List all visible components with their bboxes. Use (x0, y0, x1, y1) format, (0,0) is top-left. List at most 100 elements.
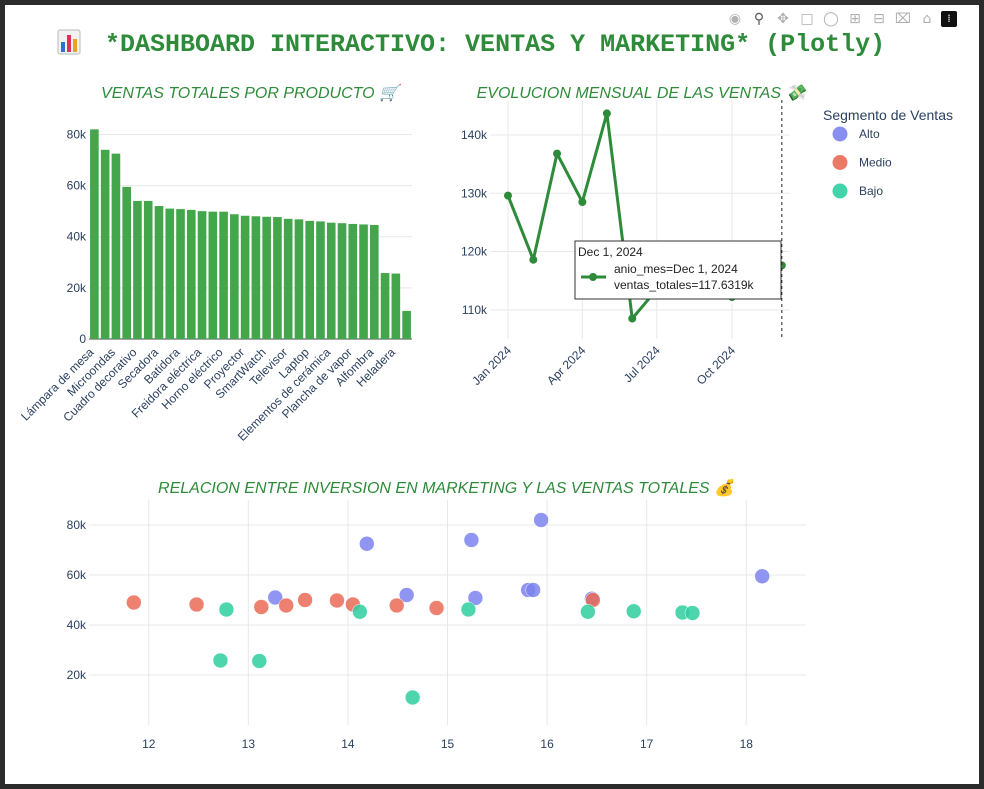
legend-title: Segmento de Ventas (823, 107, 953, 123)
line-point (578, 198, 587, 207)
hover-tooltip: Dec 1, 2024 anio_mes=Dec 1, 2024 ventas_to… (574, 240, 782, 300)
bar (262, 216, 271, 339)
bar-ytick-label: 0 (79, 332, 86, 346)
legend-item[interactable]: Medio (832, 155, 893, 170)
bar (176, 209, 185, 339)
box-select-icon[interactable]: □ (800, 11, 814, 27)
bar (359, 224, 368, 339)
scatter-xtick-label: 17 (640, 737, 654, 751)
legend-label: Medio (859, 156, 892, 170)
bar (197, 211, 207, 339)
scatter-point (460, 601, 477, 618)
scatter-ytick-label: 80k (67, 518, 87, 532)
scatter-point (297, 592, 313, 608)
autoscale-icon[interactable]: ⌧ (894, 11, 912, 27)
scatter-point (188, 596, 205, 613)
scatter-point (126, 594, 142, 611)
line-xtick-label: Apr 2024 (544, 343, 589, 388)
scatter-point (388, 597, 405, 614)
dashboard-frame: ◉ ⚲ ✥ □ ◯ ⊞ ⊟ ⌧ ⌂ ⁞ *DASHBOARD INTERACTI… (5, 5, 979, 784)
bar (186, 209, 196, 339)
line-point (529, 255, 538, 264)
scatter-point (253, 599, 270, 615)
bar (294, 219, 304, 339)
reset-axes-icon[interactable]: ⌂ (922, 11, 932, 27)
bar (251, 216, 261, 339)
legend-marker (832, 155, 848, 170)
line-ytick-label: 130k (461, 186, 488, 200)
scatter-point (754, 568, 770, 584)
bar-ytick-label: 20k (67, 281, 87, 295)
bar (326, 222, 336, 339)
bar (154, 206, 164, 339)
bar (143, 200, 153, 339)
bar (240, 215, 250, 339)
line-point (628, 314, 637, 323)
scatter-point (533, 512, 549, 528)
zoom-out-icon[interactable]: ⊟ (873, 11, 885, 27)
bar (122, 186, 131, 339)
bar (305, 220, 315, 339)
scatter-point (404, 689, 421, 706)
scatter-ytick-label: 60k (67, 568, 87, 582)
bar (111, 153, 121, 339)
scatter-point (218, 601, 235, 618)
scatter-point (329, 592, 345, 609)
line-xtick-label: Oct 2024 (694, 343, 739, 388)
bar (316, 221, 325, 339)
bar (402, 310, 411, 339)
scatter-point (359, 536, 375, 552)
pan-icon[interactable]: ✥ (777, 11, 789, 27)
dashboard-title-text: *DASHBOARD INTERACTIVO: VENTAS Y MARKETI… (105, 30, 886, 59)
bar (348, 223, 358, 339)
hover-tooltip-box (574, 240, 782, 300)
scatter-xtick-label: 14 (341, 737, 355, 751)
scatter-point (625, 603, 642, 619)
bar (208, 211, 218, 339)
bar (273, 217, 282, 339)
zoom-icon[interactable]: ⚲ (753, 11, 765, 27)
bar (133, 200, 142, 339)
line-xtick-label: Jan 2024 (469, 343, 514, 388)
dashboard-title: *DASHBOARD INTERACTIVO: VENTAS Y MARKETI… (57, 29, 885, 59)
scatter-point (398, 587, 415, 603)
hover-tooltip-marker-icon (589, 273, 597, 281)
scatter-xtick-label: 13 (242, 737, 256, 751)
scatter-ytick-label: 20k (67, 668, 87, 682)
zoom-in-icon[interactable]: ⊞ (849, 11, 861, 27)
legend-marker (832, 126, 848, 142)
line-ytick-label: 120k (461, 245, 488, 259)
bar-ytick-label: 40k (67, 230, 87, 244)
lasso-icon[interactable]: ◯ (823, 11, 839, 27)
scatter-point (278, 597, 294, 614)
bar (230, 214, 239, 339)
legend-label: Bajo (859, 184, 883, 198)
bar (370, 224, 379, 339)
scatter-point (463, 532, 480, 548)
scatter-point (352, 604, 368, 620)
scatter-xtick-label: 12 (142, 737, 156, 751)
scatter-point (467, 590, 484, 606)
bar (165, 208, 175, 339)
bar-chart-title: VENTAS TOTALES POR PRODUCTO 🛒 (101, 83, 402, 102)
scatter-xtick-label: 18 (740, 737, 754, 751)
line-point (503, 191, 512, 200)
line-ytick-label: 140k (461, 128, 488, 142)
scatter-point (525, 582, 541, 598)
line-chart[interactable]: EVOLUCION MENSUAL DE LAS VENTAS 💸 110k 120… (461, 84, 808, 388)
plotly-logo-icon[interactable]: ⁞ (941, 11, 957, 27)
scatter-point (428, 600, 445, 616)
legend[interactable]: Segmento de Ventas Alto Medio Bajo (823, 107, 953, 199)
bar-chart-emoji-icon (57, 29, 81, 55)
scatter-chart-title: RELACION ENTRE INVERSION EN MARKETING Y … (158, 478, 736, 497)
scatter-point (212, 652, 229, 669)
bar-ytick-label: 60k (67, 179, 87, 193)
scatter-chart[interactable]: RELACION ENTRE INVERSION EN MARKETING Y … (67, 478, 806, 751)
hover-tooltip-header: Dec 1, 2024 (578, 245, 643, 259)
bar-ytick-label: 80k (67, 127, 87, 141)
hover-tooltip-line2: ventas_totales=117.6319k (614, 278, 755, 292)
bar-chart[interactable]: VENTAS TOTALES POR PRODUCTO 🛒 0 20k 40k 60k 8… (18, 83, 412, 444)
camera-icon[interactable]: ◉ (728, 11, 742, 27)
legend-item[interactable]: Bajo (832, 183, 884, 199)
legend-item[interactable]: Alto (832, 126, 881, 142)
